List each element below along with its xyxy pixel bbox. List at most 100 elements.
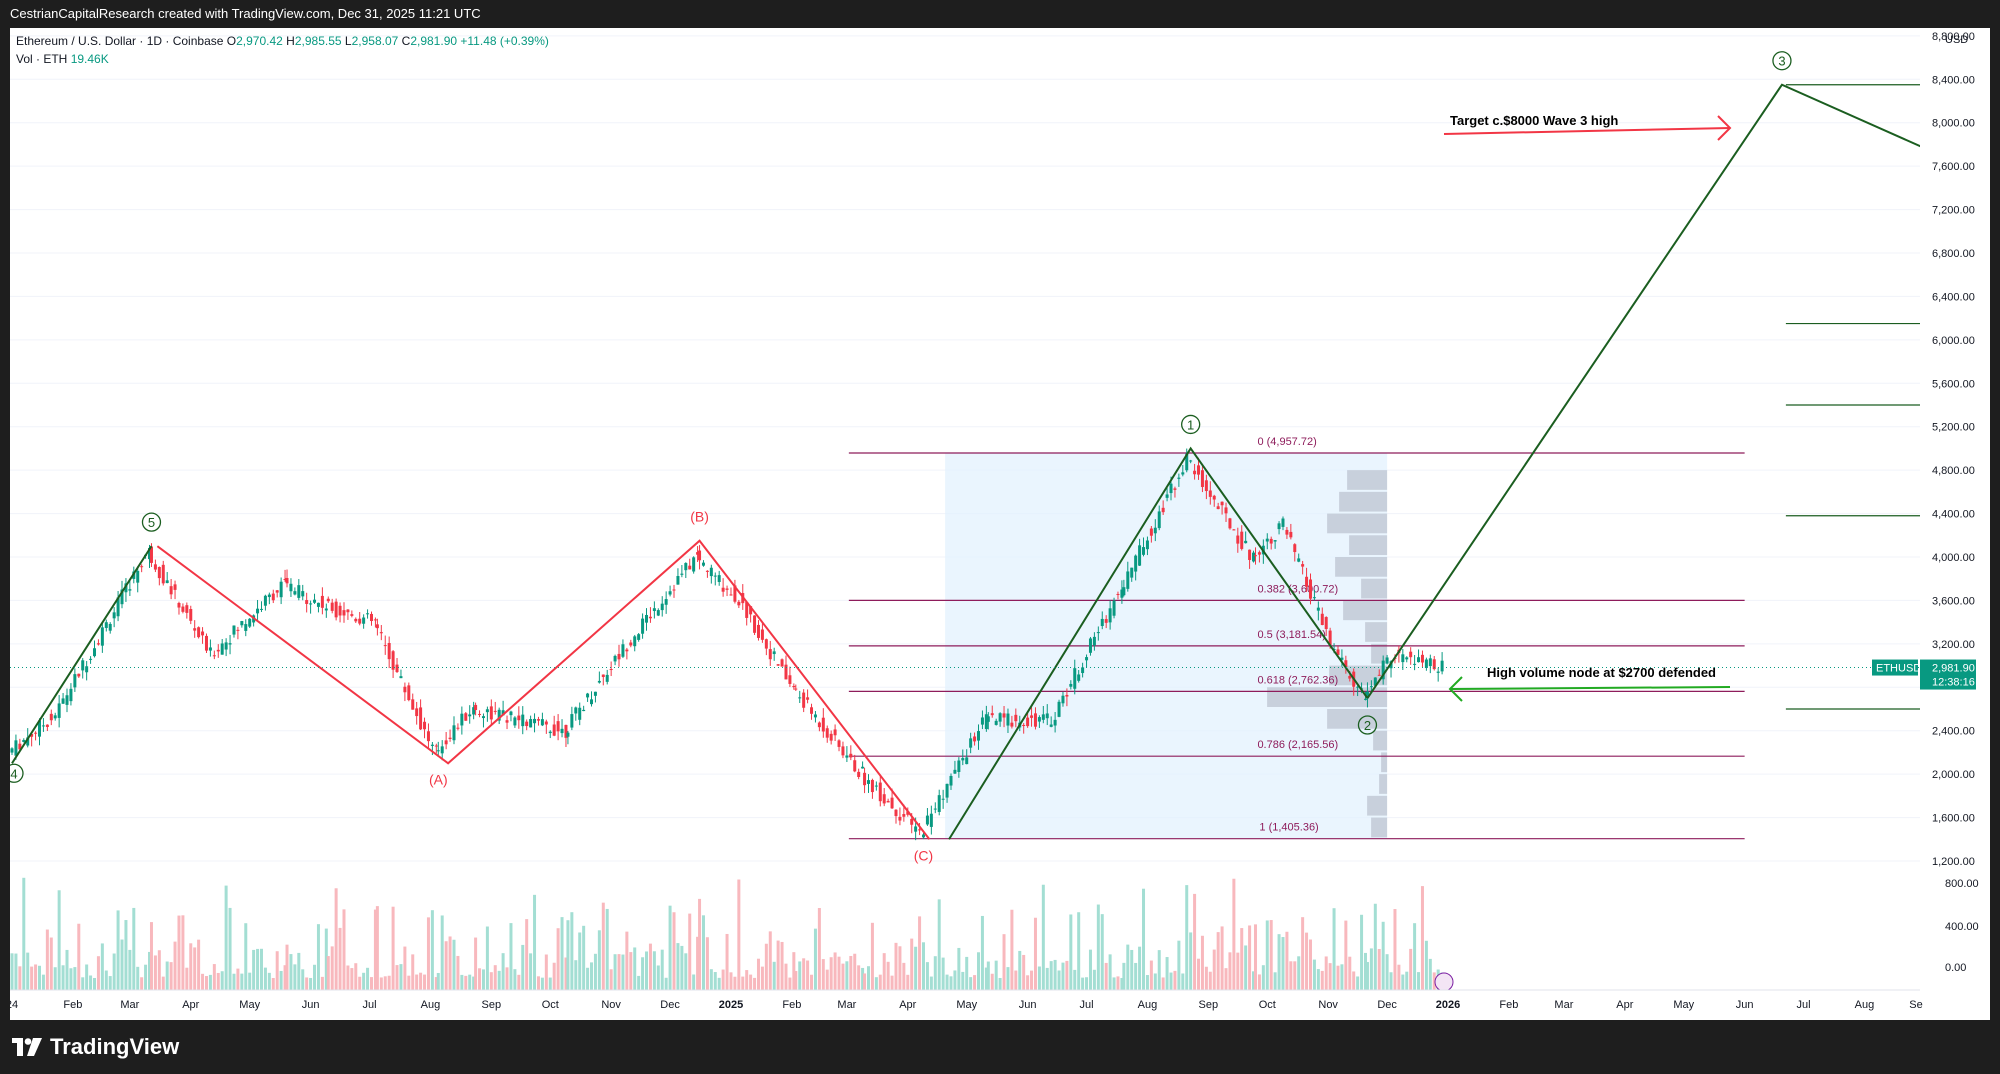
candle-body bbox=[870, 779, 874, 793]
candle-body bbox=[1240, 531, 1244, 549]
volume-bar bbox=[652, 951, 656, 990]
fib-label: 0.5 (3,181.54) bbox=[1257, 629, 1326, 641]
candle-body bbox=[521, 714, 525, 727]
volume-bar bbox=[1006, 967, 1010, 990]
candle-body bbox=[574, 707, 578, 714]
volume-bar bbox=[1352, 971, 1356, 990]
change-value: +11.48 (+0.39%) bbox=[460, 34, 549, 48]
volume-bar bbox=[570, 912, 574, 990]
candle-body bbox=[1030, 715, 1034, 718]
candle-body bbox=[185, 605, 189, 613]
candle-body bbox=[1385, 657, 1389, 664]
volume-bar bbox=[1189, 932, 1193, 990]
volume-bar bbox=[921, 942, 925, 990]
volume-bar bbox=[387, 975, 391, 990]
candle-body bbox=[228, 643, 232, 645]
candle-body bbox=[525, 721, 529, 727]
candle-body bbox=[1104, 619, 1108, 623]
time-tick-label: Feb bbox=[1499, 999, 1518, 1011]
volume-bar bbox=[49, 937, 53, 990]
time-tick-label: Nov bbox=[1318, 999, 1338, 1011]
candle-body bbox=[929, 813, 933, 827]
candle-body bbox=[1252, 552, 1256, 562]
candle-body bbox=[452, 725, 456, 741]
candle-body bbox=[1061, 695, 1065, 704]
volume-bar bbox=[737, 879, 741, 990]
candle-body bbox=[1316, 607, 1320, 611]
chart-area[interactable]: 0 (4,957.72) 0.382 (3,600.72) 0.5 (3,181.5… bbox=[4, 28, 1990, 1020]
open-value: 2,970.42 bbox=[236, 34, 283, 48]
candle-body bbox=[621, 644, 625, 657]
candle-body bbox=[220, 643, 224, 655]
volume-bar bbox=[717, 977, 721, 990]
volume-bar bbox=[275, 951, 279, 990]
candle-body bbox=[316, 602, 320, 607]
candle-body bbox=[721, 587, 725, 592]
price-tick-label: 8,400.00 bbox=[1932, 74, 1975, 86]
candle-body bbox=[61, 698, 65, 704]
candle-body bbox=[729, 594, 733, 596]
volume-bar bbox=[108, 976, 112, 990]
candle-body bbox=[1006, 713, 1010, 726]
volume-bar bbox=[14, 953, 18, 990]
volume-bar bbox=[403, 946, 407, 990]
volume-bar bbox=[925, 962, 929, 990]
volume-bar bbox=[440, 915, 444, 990]
candle-body bbox=[301, 591, 305, 597]
symbol-title[interactable]: Ethereum / U.S. Dollar · 1D · Coinbase bbox=[16, 34, 224, 48]
candle-body bbox=[802, 692, 806, 708]
volume-bar bbox=[680, 945, 684, 990]
volume-bar bbox=[472, 976, 476, 990]
volume-bar bbox=[165, 961, 169, 990]
hvn-annotation: High volume node at $2700 defended bbox=[1487, 665, 1716, 680]
volume-bar bbox=[792, 952, 796, 990]
fib-label: 1 (1,405.36) bbox=[1259, 822, 1318, 834]
candle-body bbox=[373, 619, 377, 621]
volume-bar bbox=[34, 964, 38, 990]
candle-body bbox=[866, 780, 870, 784]
volume-bar bbox=[540, 977, 544, 990]
volume-bar bbox=[1126, 944, 1130, 990]
candle-body bbox=[986, 716, 990, 722]
candle-body bbox=[1197, 465, 1201, 475]
volume-bar bbox=[866, 966, 870, 990]
candle-body bbox=[456, 727, 460, 729]
time-tick-label: May bbox=[239, 999, 260, 1011]
tradingview-logo[interactable]: TradingView bbox=[12, 1034, 179, 1060]
candle-body bbox=[41, 725, 45, 727]
candle-body bbox=[326, 598, 330, 602]
volume-bar bbox=[240, 973, 244, 990]
candle-body bbox=[1112, 600, 1116, 616]
candle-body bbox=[745, 602, 749, 618]
candle-body bbox=[560, 728, 564, 734]
candle-body bbox=[837, 740, 841, 747]
volume-bar bbox=[1010, 909, 1014, 990]
candle-body bbox=[464, 713, 468, 721]
price-tick-label: 4,400.00 bbox=[1932, 509, 1975, 521]
volume-bar bbox=[1061, 962, 1065, 990]
candle-body bbox=[994, 720, 998, 725]
candle-body bbox=[1153, 527, 1157, 534]
volume-bar bbox=[977, 952, 981, 990]
volume-bar bbox=[1169, 972, 1173, 990]
candle-body bbox=[861, 766, 865, 769]
candle-body bbox=[894, 809, 898, 817]
price-chart[interactable]: 0 (4,957.72) 0.382 (3,600.72) 0.5 (3,181.5… bbox=[4, 28, 1990, 1020]
candle-body bbox=[760, 629, 764, 640]
volume-bar bbox=[609, 969, 613, 990]
candle-body bbox=[1157, 511, 1161, 529]
volume-bar bbox=[621, 954, 625, 990]
volume-bar bbox=[293, 964, 297, 990]
candle-body bbox=[338, 605, 342, 616]
volume-bar bbox=[586, 967, 590, 990]
volume-profile-bar bbox=[1327, 709, 1388, 729]
volume-bar bbox=[1409, 948, 1413, 990]
volume-label[interactable]: Vol · ETH bbox=[16, 52, 68, 66]
candle-body bbox=[1297, 558, 1301, 562]
volume-bar bbox=[1285, 931, 1289, 990]
volume-bar bbox=[1316, 969, 1320, 990]
candle-body bbox=[633, 636, 637, 647]
candle-body bbox=[10, 748, 14, 753]
volume-profile-bar bbox=[1379, 774, 1388, 794]
volume-bar bbox=[407, 975, 411, 990]
